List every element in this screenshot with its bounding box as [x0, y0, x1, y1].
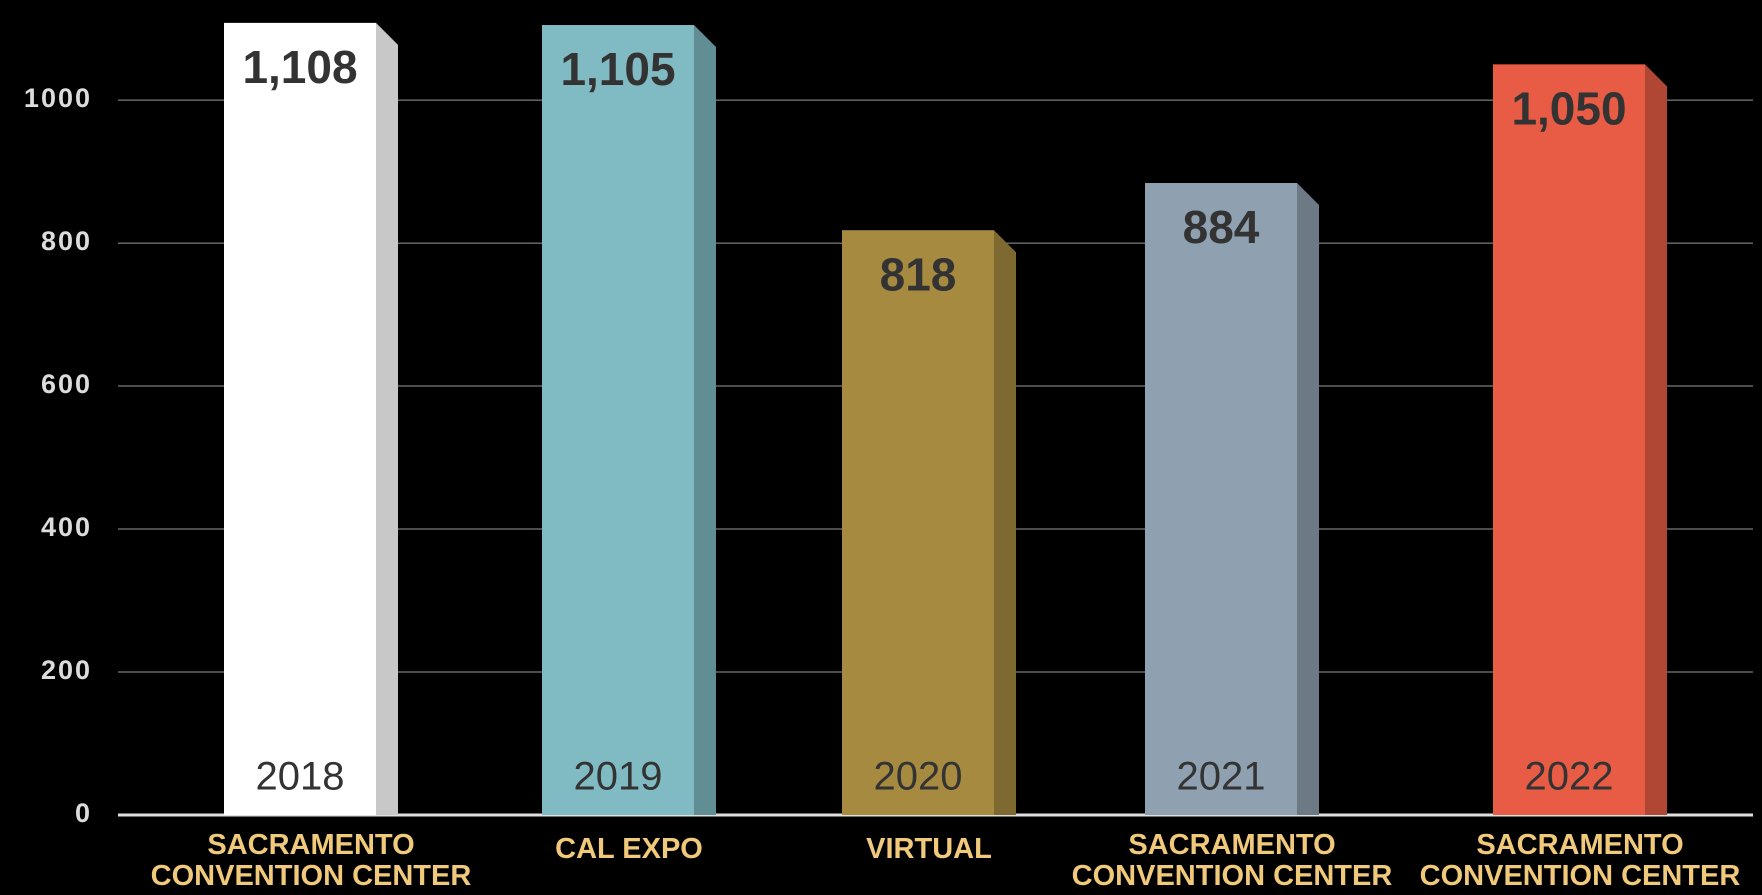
bar-side [694, 25, 716, 816]
value-label: 884 [1183, 201, 1260, 253]
x-tick-label: VIRTUAL [866, 833, 992, 865]
bar [842, 230, 994, 815]
x-tick-label: SACRAMENTO CONVENTION CENTER [1419, 829, 1741, 892]
year-label: 2019 [574, 755, 663, 799]
x-tick-label: SACRAMENTO CONVENTION CENTER [1071, 829, 1393, 892]
x-tick-label: CAL EXPO [555, 833, 703, 865]
y-tick-label: 600 [41, 369, 92, 399]
bar [542, 25, 694, 816]
bar-side [994, 230, 1016, 815]
value-label: 1,050 [1511, 82, 1626, 134]
value-label: 1,105 [560, 43, 675, 95]
bar-side [1297, 183, 1319, 815]
bar [224, 22, 376, 815]
value-label: 1,108 [242, 41, 357, 93]
y-tick-label: 0 [75, 798, 92, 828]
y-tick-label: 200 [41, 655, 92, 685]
x-tick-label: SACRAMENTO CONVENTION CENTER [150, 829, 472, 892]
year-label: 2021 [1177, 755, 1266, 799]
value-label: 818 [880, 248, 957, 300]
y-tick-label: 400 [41, 512, 92, 542]
y-tick-label: 800 [41, 226, 92, 256]
y-tick-label: 1000 [24, 83, 92, 113]
year-label: 2022 [1525, 755, 1614, 799]
bar-side [376, 22, 398, 815]
bar [1145, 183, 1297, 815]
year-label: 2018 [256, 755, 345, 799]
bar [1493, 64, 1645, 815]
year-label: 2020 [874, 755, 963, 799]
bar-side [1645, 64, 1667, 815]
